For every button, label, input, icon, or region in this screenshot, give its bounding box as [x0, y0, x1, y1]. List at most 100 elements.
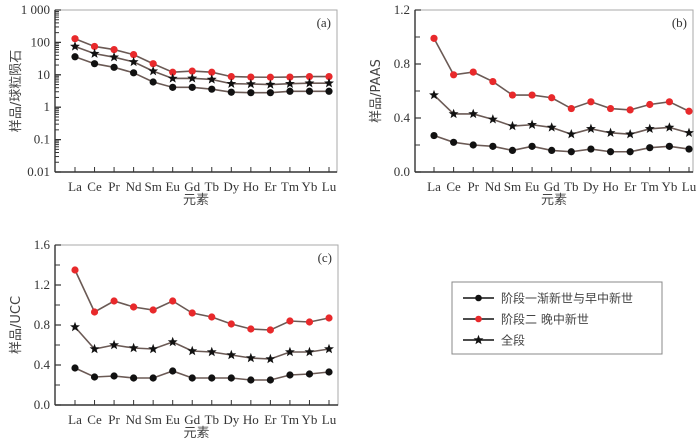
- data-point: [489, 77, 497, 86]
- y-tick-label: 1: [44, 99, 51, 114]
- x-tick-label: Sm: [144, 179, 161, 194]
- data-point: [305, 72, 314, 81]
- x-tick-label: Lu: [322, 179, 337, 194]
- data-point: [305, 318, 314, 326]
- x-tick-label: Dy: [223, 412, 239, 427]
- data-point: [430, 131, 438, 140]
- x-tick-label: Tb: [205, 179, 219, 194]
- x-tick-label: Ho: [243, 412, 259, 427]
- data-point: [130, 51, 138, 59]
- x-tick-label: Tb: [205, 412, 219, 427]
- x-tick-label: Gd: [544, 179, 560, 194]
- data-point: [169, 83, 177, 91]
- panel-label: (b): [672, 15, 687, 30]
- x-tick-label: Dy: [583, 179, 599, 194]
- x-axis-title: 元素: [183, 426, 209, 441]
- data-point: [247, 73, 255, 81]
- data-point: [325, 368, 333, 376]
- data-point: [71, 266, 79, 274]
- y-axis-title: 样品/PAAS: [369, 59, 384, 123]
- x-tick-label: Sm: [504, 179, 521, 194]
- data-point-star: [128, 56, 139, 67]
- data-point: [567, 148, 575, 156]
- x-tick-label: Sm: [144, 412, 161, 427]
- data-point: [90, 60, 99, 68]
- data-point-star: [304, 78, 315, 88]
- data-point: [266, 376, 274, 384]
- data-point-star: [148, 343, 159, 354]
- x-tick-label: Ho: [243, 179, 259, 194]
- x-tick-label: Yb: [302, 412, 318, 427]
- y-tick-label: 0.8: [394, 56, 410, 71]
- data-point: [90, 308, 99, 316]
- x-tick-label: Er: [264, 412, 277, 427]
- data-point-star: [128, 342, 139, 353]
- data-point: [188, 374, 196, 382]
- data-point: [227, 374, 235, 382]
- data-point-star: [304, 346, 315, 357]
- data-point: [149, 374, 157, 382]
- x-tick-label: Nd: [126, 412, 142, 427]
- legend-label: 阶段二 晚中新世: [501, 312, 589, 327]
- data-point: [208, 68, 216, 76]
- data-point: [130, 69, 138, 77]
- data-point-star: [684, 127, 694, 138]
- data-point: [169, 297, 177, 305]
- data-point: [548, 94, 556, 102]
- y-tick-label: 1.2: [394, 2, 410, 17]
- data-point: [266, 73, 274, 81]
- data-point: [567, 104, 575, 113]
- data-point-star: [324, 343, 334, 354]
- data-point: [208, 85, 216, 93]
- legend-star-icon: [473, 334, 484, 345]
- data-point-star: [324, 78, 334, 88]
- data-point: [587, 98, 595, 106]
- data-point: [149, 306, 157, 314]
- data-point-star: [644, 123, 655, 134]
- data-point-star: [284, 346, 295, 357]
- chart-c: 0.0 0.4 0.8 1.2 1.6 La Ce Pr Nd Sm Eu Gd Tb Dy Ho Er Tm Y…: [9, 237, 339, 441]
- data-point: [188, 83, 196, 91]
- x-tick-label: Gd: [184, 412, 200, 427]
- x-tick-label: Tm: [281, 412, 299, 427]
- data-point: [247, 325, 255, 333]
- data-point-star: [109, 51, 120, 62]
- x-tick-label: Eu: [165, 412, 180, 427]
- data-point-star: [245, 78, 256, 89]
- legend-box: [451, 281, 663, 355]
- data-point: [450, 138, 458, 146]
- data-point: [90, 373, 99, 381]
- data-point-star: [265, 79, 276, 89]
- data-point: [626, 106, 634, 114]
- data-point: [646, 144, 654, 152]
- x-tick-label: Er: [264, 179, 277, 194]
- data-point: [227, 320, 235, 328]
- data-point: [227, 88, 235, 96]
- y-tick-label: 0.0: [34, 397, 50, 412]
- y-tick-label: 0.4: [34, 357, 51, 372]
- data-point-star: [605, 127, 616, 138]
- data-point-star: [109, 339, 120, 350]
- legend-label: 阶段一渐新世与早中新世: [501, 291, 633, 306]
- x-tick-label: Pr: [108, 179, 120, 194]
- data-point: [149, 60, 157, 68]
- data-point-star: [70, 41, 80, 51]
- data-point: [149, 78, 157, 86]
- data-point: [71, 364, 79, 372]
- data-point: [208, 374, 216, 382]
- x-axis-title: 元素: [541, 193, 567, 208]
- data-point: [469, 68, 477, 76]
- data-point: [130, 374, 138, 382]
- y-axis-title: 样品/UCC: [9, 296, 24, 354]
- data-point: [266, 89, 274, 97]
- x-axis-title: 元素: [183, 193, 209, 208]
- data-point: [286, 73, 294, 81]
- data-point-star: [284, 78, 295, 88]
- data-point: [325, 72, 333, 81]
- data-point: [548, 146, 556, 154]
- data-point: [71, 53, 79, 61]
- series-line: [74, 45, 329, 86]
- data-point: [247, 376, 255, 384]
